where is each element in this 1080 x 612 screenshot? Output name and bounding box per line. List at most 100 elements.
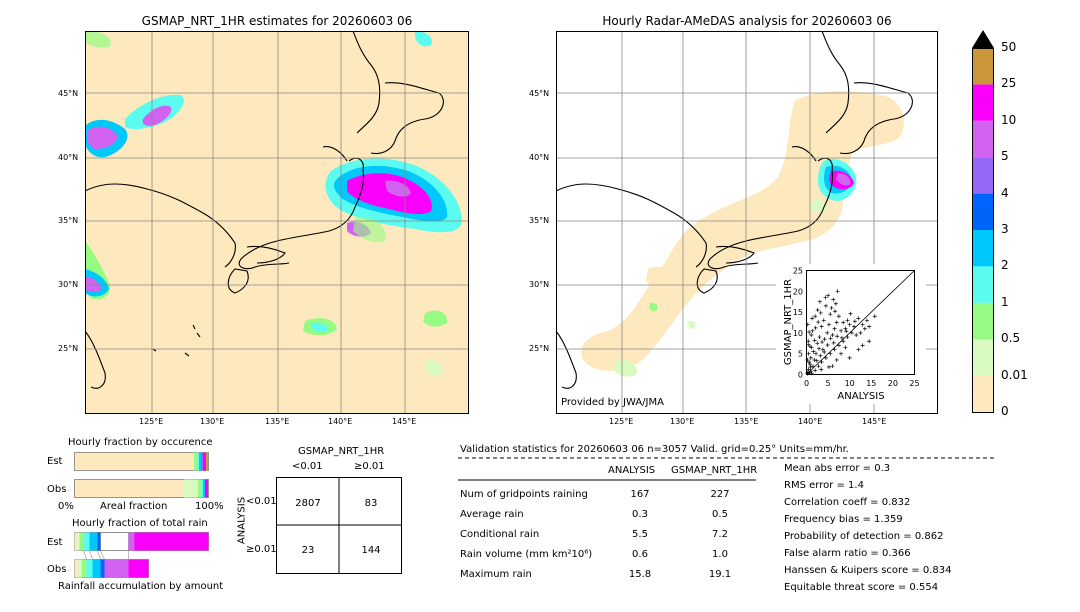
scatter-point: [858, 330, 863, 335]
scatter-point: [810, 364, 815, 369]
scatter-point: [817, 299, 822, 304]
scatter-point: [818, 310, 823, 315]
scatter-point: [828, 351, 833, 356]
score-line: Frequency bias = 1.359: [784, 514, 903, 525]
row-label-est: Est: [47, 456, 63, 467]
contingency-col-label: ≥0.01: [354, 461, 385, 472]
scatter-point: [813, 368, 818, 373]
scatter-inset: 0 5 10 15 20 25 0 5 10 15 20 25 ANALYSIS GSMAP_NRT…: [776, 264, 926, 404]
scatter-point: [843, 345, 848, 350]
right-lon-label: 125°E: [609, 417, 634, 426]
colorbar-label: 0.01: [1001, 367, 1028, 382]
scatter-point: [833, 301, 838, 306]
scatter-point: [828, 312, 833, 317]
score-line: Hanssen & Kuipers score = 0.834: [784, 565, 952, 576]
left-lat-label: 25°N: [58, 344, 79, 353]
scatter-point: [835, 334, 840, 339]
scatter-point: [817, 346, 822, 351]
scatter-x-ticks: 0 5 10 15 20 25: [804, 379, 920, 388]
colorbar-label: 10: [1001, 112, 1017, 127]
colorbar-label: 1: [1001, 294, 1009, 309]
colorbar-swatch: [972, 230, 994, 267]
validation-col-divider: [458, 479, 756, 481]
contingency-cell: 2807: [295, 498, 320, 509]
rainfall-accumulation-label: Rainfall accumulation by amount: [58, 581, 224, 592]
colorbar-swatch: [972, 193, 994, 230]
left-lon-label: 130°E: [200, 417, 225, 426]
scatter-point: [807, 330, 812, 335]
score-line: RMS error = 1.4: [784, 480, 864, 491]
right-lon-label: 140°E: [798, 417, 823, 426]
left-lat-label: 30°N: [58, 280, 79, 289]
scatter-point: [854, 332, 859, 337]
stat-analysis-value: 15.8: [628, 569, 652, 580]
stat-row-label: Average rain: [460, 509, 524, 520]
colorbar-swatch: [972, 339, 994, 376]
scatter-y-tick: 10: [793, 329, 803, 338]
scatter-point: [833, 309, 838, 314]
scatter-point: [867, 324, 872, 329]
right-lat-label: 45°N: [529, 89, 550, 98]
scatter-point: [816, 320, 821, 325]
col-analysis-header: ANALYSIS: [608, 465, 656, 476]
one-to-one-line: [806, 270, 915, 375]
scatter-point: [818, 353, 823, 358]
fraction-total-bars: [74, 532, 209, 578]
scatter-y-tick: 5: [798, 350, 803, 359]
scatter-x-tick: 0: [804, 379, 809, 388]
scatter-point: [808, 365, 813, 370]
colorbar-swatch: [972, 266, 994, 303]
scatter-point: [839, 328, 844, 333]
scatter-point: [852, 324, 857, 329]
scatter-point: [808, 355, 813, 360]
stat-analysis-value: 0.6: [632, 549, 648, 560]
axis-right-label: 100%: [195, 501, 224, 512]
radar-coverage: [581, 91, 904, 371]
scatter-point: [848, 311, 853, 316]
scatter-point: [807, 362, 812, 367]
colorbar-label: 25: [1001, 76, 1017, 91]
score-line: Correlation coeff = 0.832: [784, 497, 911, 508]
scatter-point: [825, 342, 830, 347]
stat-gsmap-value: 1.0: [712, 549, 728, 560]
scatter-point: [843, 326, 848, 331]
scatter-point: [808, 369, 813, 374]
scatter-point: [809, 332, 814, 337]
right-map-title: Hourly Radar-AMeDAS analysis for 2026060…: [602, 14, 892, 28]
colorbar-swatch: [972, 157, 994, 194]
colorbar-labels: 0 0.01 0.5 1 2 3 4 5 10 25 50: [1000, 0, 1060, 430]
scatter-point: [849, 330, 854, 335]
scatter-point: [836, 314, 841, 319]
scatter-point: [825, 330, 830, 335]
scatter-point: [864, 318, 869, 323]
scatter-x-tick: 25: [909, 379, 919, 388]
colorbar-label: 5: [1001, 149, 1009, 164]
scatter-point: [807, 360, 812, 365]
axis-left-label: 0%: [58, 501, 74, 512]
contingency-row-label: ≥0.01: [246, 544, 277, 555]
validation-divider: [458, 457, 996, 459]
right-lat-label: 25°N: [529, 344, 550, 353]
scatter-point: [841, 320, 846, 325]
fraction-occurrence-bars: [74, 452, 209, 498]
scatter-y-tick: 0: [798, 371, 803, 380]
colorbar-label: 3: [1001, 222, 1009, 236]
contingency-row-label: <0.01: [246, 496, 277, 507]
left-map-title: GSMAP_NRT_1HR estimates for 20260603 06: [141, 14, 413, 28]
colorbar-label: 0: [1001, 404, 1009, 418]
left-lon-label: 125°E: [139, 417, 164, 426]
right-lat-label: 35°N: [529, 216, 550, 225]
scatter-point: [847, 355, 852, 360]
scatter-point: [845, 318, 850, 323]
scatter-point: [834, 320, 839, 325]
row-label-obs: Obs: [47, 484, 67, 495]
right-lon-label: 130°E: [670, 417, 695, 426]
colorbar-swatch: [972, 48, 994, 85]
scatter-point: [845, 335, 850, 340]
scatter-point: [822, 337, 827, 342]
colorbar: [972, 30, 994, 413]
scatter-point: [841, 339, 846, 344]
scatter-point: [860, 343, 865, 348]
scatter-point: [856, 347, 861, 352]
left-lat-label: 40°N: [58, 153, 79, 162]
